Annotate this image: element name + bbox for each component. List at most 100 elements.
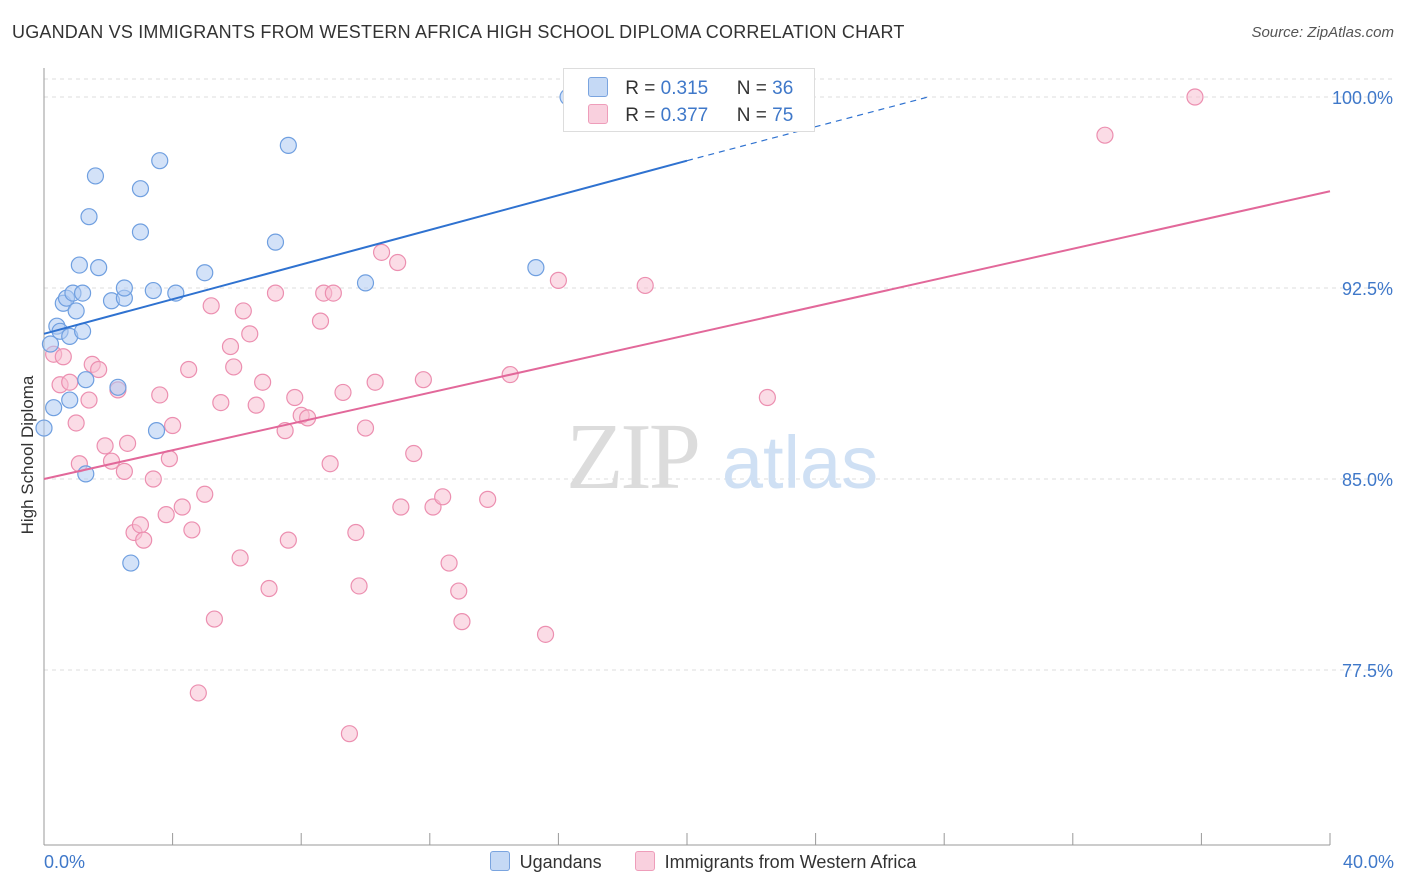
point-immigrants bbox=[356, 419, 375, 437]
point-immigrants bbox=[54, 348, 72, 366]
point-ugandans bbox=[77, 371, 95, 389]
point-immigrants bbox=[347, 523, 365, 542]
point-immigrants bbox=[636, 276, 654, 295]
point-ugandans bbox=[67, 302, 85, 320]
point-ugandans bbox=[45, 399, 63, 417]
legend-row-immigrants: R = 0.377 N = 75 bbox=[588, 104, 793, 127]
watermark-zip: ZIP bbox=[566, 405, 698, 509]
legend-swatch-pink bbox=[588, 104, 608, 124]
point-ugandans bbox=[131, 223, 150, 241]
legend-swatch-blue bbox=[489, 851, 510, 871]
point-immigrants bbox=[324, 284, 342, 302]
point-ugandans bbox=[73, 284, 92, 302]
point-immigrants bbox=[350, 577, 368, 595]
y-tick-label: 85.0% bbox=[1342, 470, 1393, 490]
trend-line-ugandans bbox=[43, 159, 688, 335]
point-ugandans bbox=[131, 180, 150, 198]
point-ugandans bbox=[356, 274, 375, 292]
point-immigrants bbox=[1096, 126, 1114, 144]
point-immigrants bbox=[144, 470, 162, 488]
point-immigrants bbox=[241, 325, 259, 343]
point-immigrants bbox=[90, 360, 108, 379]
point-immigrants bbox=[225, 358, 243, 376]
point-ugandans bbox=[279, 136, 297, 154]
source-label: Source: ZipAtlas.com bbox=[1251, 24, 1394, 41]
point-immigrants bbox=[212, 394, 230, 412]
point-immigrants bbox=[286, 388, 304, 407]
point-immigrants bbox=[180, 360, 198, 379]
point-ugandans bbox=[196, 264, 214, 282]
chart-title: UGANDAN VS IMMIGRANTS FROM WESTERN AFRIC… bbox=[12, 22, 905, 42]
point-immigrants bbox=[205, 610, 223, 628]
legend-item-immigrants: Immigrants from Western Africa bbox=[634, 851, 917, 873]
point-immigrants bbox=[173, 498, 191, 516]
point-immigrants bbox=[321, 455, 339, 473]
point-ugandans bbox=[70, 256, 88, 274]
point-immigrants bbox=[202, 297, 220, 315]
point-ugandans bbox=[151, 152, 169, 170]
series-ugandans-points bbox=[35, 88, 577, 572]
point-immigrants bbox=[247, 396, 265, 414]
point-immigrants bbox=[61, 373, 79, 391]
grid-lines bbox=[44, 78, 1395, 671]
trend-line-immigrants bbox=[43, 190, 1331, 480]
point-immigrants bbox=[189, 684, 207, 702]
point-immigrants bbox=[549, 271, 568, 289]
point-immigrants bbox=[80, 391, 98, 409]
point-immigrants bbox=[372, 243, 391, 261]
correlation-legend: R = 0.315 N = 36 R = 0.377 N = 75 bbox=[563, 68, 815, 132]
point-ugandans bbox=[144, 281, 162, 300]
point-immigrants bbox=[758, 388, 776, 407]
y-tick-label: 92.5% bbox=[1342, 279, 1393, 299]
point-immigrants bbox=[340, 725, 359, 743]
point-ugandans bbox=[115, 279, 133, 297]
point-ugandans bbox=[122, 554, 140, 572]
legend-label-immigrants: Immigrants from Western Africa bbox=[664, 852, 917, 872]
legend-item-ugandans: Ugandans bbox=[489, 851, 602, 873]
point-ugandans bbox=[35, 419, 53, 437]
point-immigrants bbox=[389, 253, 407, 272]
legend-n-value: 36 bbox=[772, 78, 794, 99]
y-tick-label: 77.5% bbox=[1342, 661, 1393, 681]
legend-n-label: N = bbox=[736, 78, 767, 99]
legend-r-value: 0.377 bbox=[660, 105, 709, 126]
y-tick-label: 100.0% bbox=[1332, 88, 1393, 108]
point-immigrants bbox=[536, 625, 555, 643]
legend-r-value: 0.315 bbox=[660, 78, 709, 99]
point-ugandans bbox=[109, 378, 127, 396]
y-axis-label: High School Diploma bbox=[18, 375, 37, 535]
point-immigrants bbox=[131, 516, 150, 534]
point-immigrants bbox=[1186, 88, 1204, 106]
series-legend: Ugandans Immigrants from Western Africa bbox=[0, 851, 1406, 873]
point-immigrants bbox=[115, 462, 133, 480]
point-immigrants bbox=[434, 488, 452, 506]
point-immigrants bbox=[67, 414, 85, 432]
point-immigrants bbox=[151, 386, 169, 404]
point-immigrants bbox=[279, 531, 297, 549]
legend-label-ugandans: Ugandans bbox=[519, 852, 602, 872]
point-immigrants bbox=[392, 498, 410, 516]
point-immigrants bbox=[311, 312, 330, 330]
x-tick-max: 40.0% bbox=[1342, 852, 1394, 872]
point-immigrants bbox=[440, 554, 458, 572]
point-ugandans bbox=[80, 208, 98, 226]
point-immigrants bbox=[221, 337, 240, 356]
point-immigrants bbox=[405, 444, 423, 463]
legend-n-value: 75 bbox=[772, 105, 794, 126]
point-immigrants bbox=[266, 284, 285, 302]
point-immigrants bbox=[334, 383, 352, 402]
point-immigrants bbox=[231, 549, 249, 567]
watermark-atlas: atlas bbox=[722, 421, 878, 504]
legend-r-label: R = bbox=[625, 78, 656, 99]
point-ugandans bbox=[266, 233, 285, 251]
x-tick-min: 0.0% bbox=[44, 852, 86, 872]
point-ugandans bbox=[147, 422, 166, 440]
point-immigrants bbox=[183, 521, 201, 539]
point-immigrants bbox=[96, 437, 114, 455]
point-immigrants bbox=[453, 613, 471, 631]
legend-n-label: N = bbox=[736, 105, 767, 126]
point-immigrants bbox=[118, 434, 137, 452]
point-immigrants bbox=[366, 373, 384, 391]
point-immigrants bbox=[135, 531, 153, 549]
